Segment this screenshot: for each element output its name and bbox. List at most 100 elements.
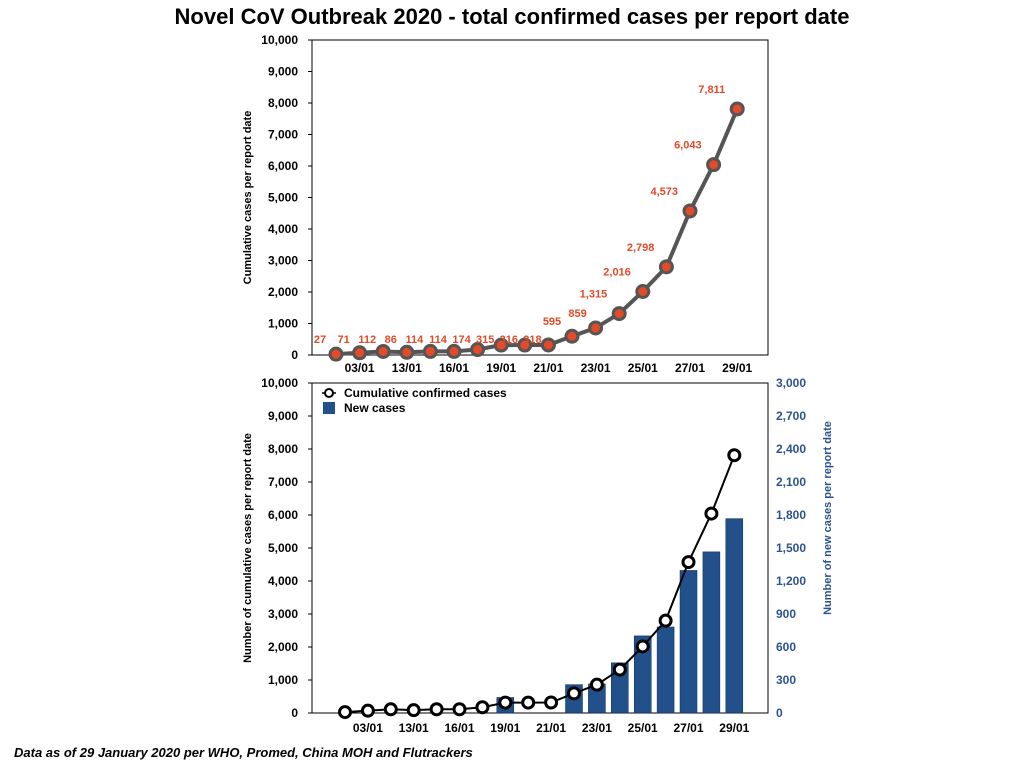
x-tick-label: 16/01: [444, 721, 474, 735]
y-right-tick-label: 1,800: [776, 508, 806, 522]
cumulative-point: [429, 702, 444, 717]
data-label: 2,798: [627, 242, 655, 254]
y-tick-label: 0: [291, 348, 298, 362]
x-tick-label: 19/01: [486, 361, 516, 375]
data-label: 174: [452, 334, 471, 346]
x-tick-label: 03/01: [345, 361, 375, 375]
y-tick-label: 0: [291, 706, 298, 720]
data-label: 595: [543, 316, 561, 328]
y-tick-label: 5,000: [268, 191, 298, 205]
y-tick-label: 3,000: [268, 254, 298, 268]
y-tick-label: 10,000: [261, 376, 298, 390]
data-label: 112: [358, 334, 376, 346]
bar-new-cases: [656, 626, 675, 714]
data-label: 2,016: [603, 266, 631, 278]
data-label: 71: [337, 334, 349, 346]
cumulative-point: [360, 703, 375, 718]
data-label: 859: [568, 308, 586, 320]
data-point: [588, 320, 604, 336]
x-tick-label: 29/01: [722, 361, 752, 375]
data-point: [517, 337, 533, 353]
data-label: 114: [406, 334, 425, 346]
y-tick-label: 9,000: [268, 409, 298, 423]
y-right-tick-label: 600: [776, 640, 796, 654]
data-label: 114: [429, 334, 448, 346]
cumulative-point: [452, 702, 467, 717]
y-tick-label: 3,000: [268, 607, 298, 621]
x-tick-label: 27/01: [675, 361, 705, 375]
data-point: [564, 328, 580, 344]
y-tick-label: 6,000: [268, 159, 298, 173]
legend-marker-swatch: [324, 388, 334, 398]
data-point: [635, 283, 651, 299]
x-tick-label: 16/01: [439, 361, 469, 375]
y-tick-label: 5,000: [268, 541, 298, 555]
y-tick-label: 1,000: [268, 317, 298, 331]
y-right-tick-label: 2,100: [776, 475, 806, 489]
y-right-tick-label: 2,400: [776, 442, 806, 456]
y-right-tick-label: 2,700: [776, 409, 806, 423]
x-tick-label: 23/01: [582, 721, 612, 735]
x-tick-label: 27/01: [673, 721, 703, 735]
data-point: [470, 342, 486, 358]
y-tick-label: 8,000: [268, 442, 298, 456]
data-point: [422, 343, 438, 359]
legend-bar-swatch: [323, 402, 335, 414]
data-point: [375, 343, 391, 359]
y-tick-label: 2,000: [268, 640, 298, 654]
data-point: [682, 203, 698, 219]
cumulative-point: [544, 695, 559, 710]
cumulative-point: [704, 506, 719, 521]
bar-new-cases: [679, 570, 698, 714]
y-tick-label: 4,000: [268, 222, 298, 236]
cumulative-point: [383, 702, 398, 717]
data-label: 316: [500, 334, 518, 346]
y-tick-label: 8,000: [268, 96, 298, 110]
cumulative-line-chart: 0 1,000 2,000 3,000 4,000 5,000 6,000 7,000 8,00…: [242, 33, 769, 375]
footnote: Data as of 29 January 2020 per WHO, Prom…: [14, 745, 473, 760]
y-right-tick-label: 1,200: [776, 574, 806, 588]
y-tick-label: 6,000: [268, 508, 298, 522]
data-point: [352, 345, 368, 361]
data-label: 6,043: [674, 140, 702, 152]
cumulative-point: [498, 695, 513, 710]
plot-frame: [311, 382, 769, 714]
y-right-tick-label: 0: [776, 706, 783, 720]
x-tick-label: 21/01: [533, 361, 563, 375]
bar-new-cases: [633, 635, 652, 714]
y-tick-label: 7,000: [268, 128, 298, 142]
data-label: 318: [523, 334, 541, 346]
cumulative-point: [727, 448, 742, 463]
y-right-tick-label: 900: [776, 607, 796, 621]
bar-new-cases: [725, 518, 744, 714]
y-tick-label: 7,000: [268, 475, 298, 489]
cumulative-line: [344, 454, 736, 714]
legend-label-cumulative: Cumulative confirmed cases: [344, 386, 507, 400]
data-point: [729, 101, 745, 117]
data-point: [706, 157, 722, 173]
data-point: [611, 306, 627, 322]
data-point: [446, 343, 462, 359]
data-point: [658, 259, 674, 275]
x-tick-label: 13/01: [399, 721, 429, 735]
data-label: 1,315: [580, 289, 608, 301]
legend-label-new: New cases: [344, 401, 406, 415]
x-tick-label: 03/01: [353, 721, 383, 735]
x-tick-label: 25/01: [628, 721, 658, 735]
y-right-axis-label: Number of new cases per report date: [822, 421, 834, 615]
cumulative-point: [589, 677, 604, 692]
cumulative-point: [612, 662, 627, 677]
data-point: [540, 337, 556, 353]
x-tick-label: 13/01: [392, 361, 422, 375]
y-tick-label: 2,000: [268, 285, 298, 299]
data-point: [399, 344, 415, 360]
y-tick-label: 10,000: [261, 33, 298, 47]
data-point: [493, 337, 509, 353]
cumulative-point: [406, 703, 421, 718]
y-right-tick-label: 300: [776, 673, 796, 687]
y-tick-label: 4,000: [268, 574, 298, 588]
bar-new-cases: [702, 551, 721, 714]
cumulative-point: [658, 613, 673, 628]
y-tick-label: 9,000: [268, 65, 298, 79]
